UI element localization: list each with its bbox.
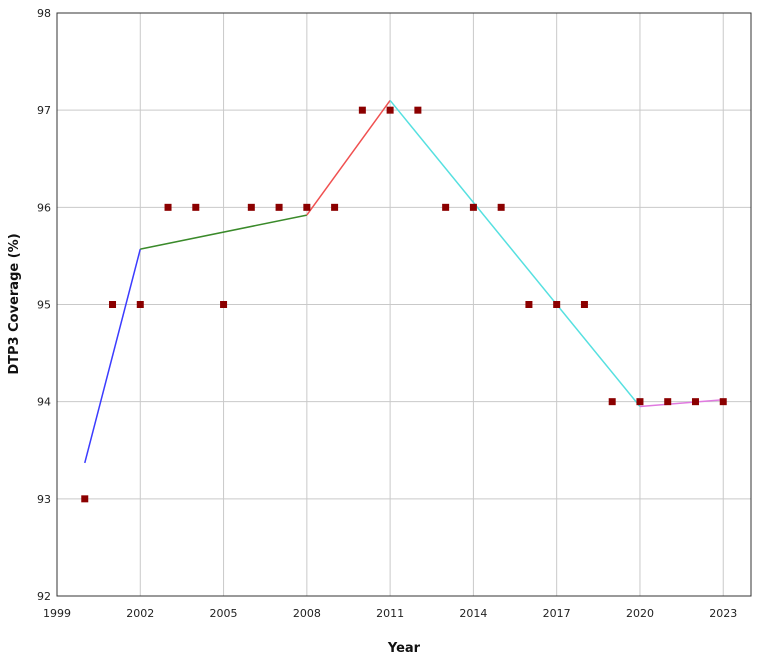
- data-point: [192, 203, 200, 211]
- data-point: [469, 203, 477, 211]
- y-tick-label: 93: [37, 493, 51, 506]
- data-point: [109, 301, 117, 308]
- data-point: [442, 203, 450, 211]
- data-point: [331, 203, 339, 211]
- data-points: [81, 106, 727, 503]
- x-tick-label: 2014: [459, 607, 487, 620]
- data-point: [247, 203, 255, 211]
- grid-layer: [57, 13, 751, 596]
- x-tick-label: 2011: [376, 607, 404, 620]
- data-point: [664, 398, 672, 406]
- y-tick-label: 98: [37, 7, 51, 20]
- tick-labels: 1999 2002 2005 2008 2011 2014 2017 2020 2023 92 93…: [37, 7, 737, 620]
- plot-frame: [56, 12, 752, 597]
- data-point: [525, 301, 533, 308]
- data-point: [580, 301, 588, 308]
- data-point: [608, 398, 616, 406]
- data-point: [386, 106, 394, 114]
- trend-segment: [84, 248, 142, 464]
- y-tick-label: 96: [37, 201, 51, 214]
- data-point: [136, 301, 144, 308]
- data-point: [358, 106, 366, 114]
- trend-segments: [84, 99, 724, 464]
- data-point: [303, 203, 311, 211]
- y-tick-label: 95: [37, 299, 51, 312]
- data-point: [164, 203, 172, 211]
- data-point: [553, 301, 561, 308]
- trend-segment: [639, 398, 724, 408]
- y-axis-title: DTP3 Coverage (%): [7, 233, 22, 374]
- y-tick-label: 92: [37, 590, 51, 603]
- x-tick-label: 2008: [293, 607, 321, 620]
- x-tick-label: 2002: [126, 607, 154, 620]
- data-point: [275, 203, 283, 211]
- x-tick-label: 2023: [709, 607, 737, 620]
- x-tick-label: 2017: [543, 607, 571, 620]
- x-axis-title: Year: [387, 641, 421, 656]
- x-tick-label: 2020: [626, 607, 654, 620]
- data-point: [81, 495, 89, 503]
- data-point: [691, 398, 699, 406]
- trend-segment: [389, 99, 641, 407]
- y-tick-label: 94: [37, 396, 51, 409]
- data-point: [636, 398, 644, 406]
- y-tick-label: 97: [37, 104, 51, 117]
- trend-segment: [306, 100, 391, 216]
- data-point: [220, 301, 228, 308]
- trend-segment: [140, 214, 307, 250]
- x-tick-label: 1999: [43, 607, 71, 620]
- data-point: [719, 398, 727, 406]
- data-point: [414, 106, 422, 114]
- x-tick-label: 2005: [210, 607, 238, 620]
- data-point: [497, 203, 505, 211]
